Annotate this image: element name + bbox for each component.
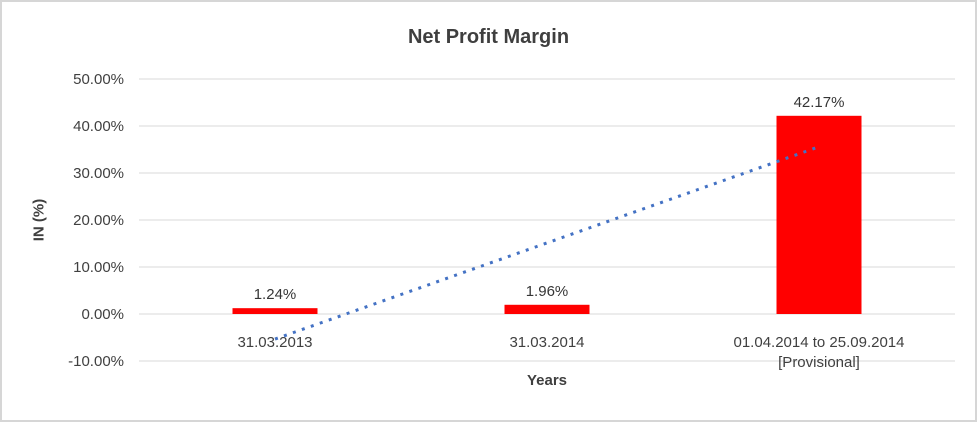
x-category-label: 31.03.2013 <box>237 334 312 351</box>
bar <box>232 308 318 314</box>
x-axis-title: Years <box>526 372 568 389</box>
y-tick-label: 30.00% <box>73 165 124 182</box>
y-tick-label: 50.00% <box>73 71 124 88</box>
x-category-label: [Provisional] <box>778 354 860 371</box>
data-label: 1.96% <box>526 283 569 300</box>
bar <box>776 115 862 315</box>
trendline <box>274 145 820 341</box>
data-label: 42.17% <box>794 94 845 111</box>
chart-title: Net Profit Margin <box>407 26 570 48</box>
x-category-label: 31.03.2014 <box>509 334 584 351</box>
y-tick-label: -10.00% <box>68 353 124 370</box>
bar <box>504 304 590 314</box>
y-tick-label: 10.00% <box>73 259 124 276</box>
x-category-label: 01.04.2014 to 25.09.2014 <box>734 334 905 351</box>
y-tick-label: 20.00% <box>73 212 124 229</box>
data-label: 1.24% <box>254 286 297 303</box>
y-tick-label: 40.00% <box>73 118 124 135</box>
y-tick-label: 0.00% <box>81 306 124 323</box>
